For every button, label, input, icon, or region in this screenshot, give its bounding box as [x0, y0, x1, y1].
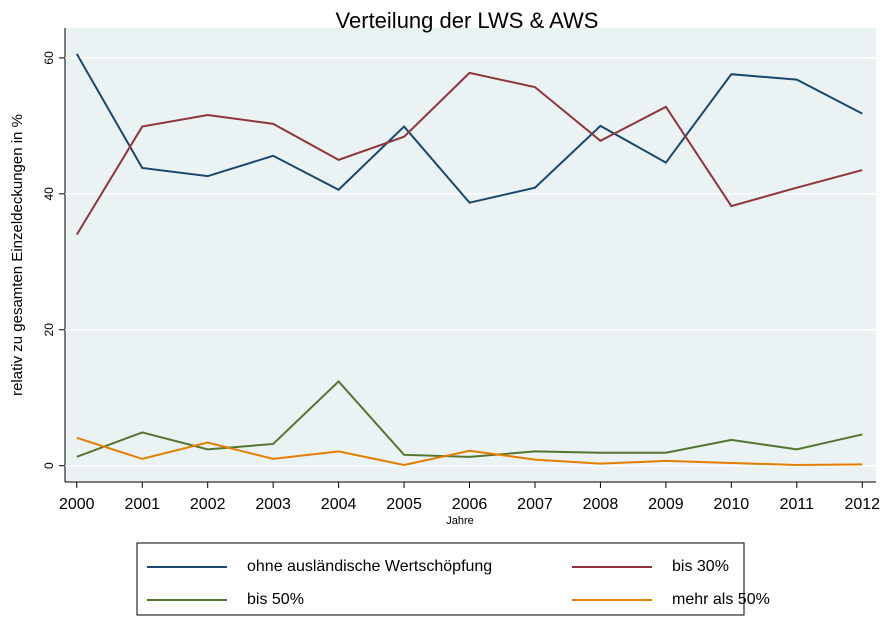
series-line: [75, 71, 863, 236]
x-tick-label: 2001: [124, 496, 160, 513]
x-tick-label: 2008: [583, 496, 619, 513]
legend-label: bis 30%: [672, 558, 729, 575]
legend-label: ohne ausländische Wertschöpfung: [247, 558, 492, 575]
chart-title: Verteilung der LWS & AWS: [336, 8, 599, 33]
series-line: [76, 379, 863, 458]
x-tick-label: 2012: [844, 496, 880, 513]
x-tick-label: 2003: [255, 496, 291, 513]
series-line: [76, 436, 863, 467]
x-tick-label: 2002: [190, 496, 226, 513]
x-tick-label: 2004: [321, 496, 357, 513]
legend-box: [136, 542, 745, 616]
series-line: [75, 53, 863, 204]
x-axis-title: Jahre: [446, 515, 474, 527]
y-axis-title: relativ zu gesamten Einzeldeckungen in %: [9, 114, 26, 396]
legend-label: mehr als 50%: [672, 591, 770, 608]
x-tick-label: 2009: [648, 496, 684, 513]
y-tick-label: 0: [42, 462, 56, 469]
y-tick-label: 20: [42, 323, 56, 337]
y-tick-label: 60: [42, 51, 56, 65]
plot-area: [65, 28, 876, 482]
x-tick-label: 2011: [780, 496, 815, 513]
x-tick-label: 2006: [452, 496, 488, 513]
x-tick-label: 2007: [517, 496, 553, 513]
x-tick-label: 2010: [714, 496, 750, 513]
y-tick-label: 40: [42, 187, 56, 201]
x-tick-label: 2000: [59, 496, 95, 513]
x-tick-label: 2005: [386, 496, 422, 513]
legend-label: bis 50%: [247, 591, 304, 608]
